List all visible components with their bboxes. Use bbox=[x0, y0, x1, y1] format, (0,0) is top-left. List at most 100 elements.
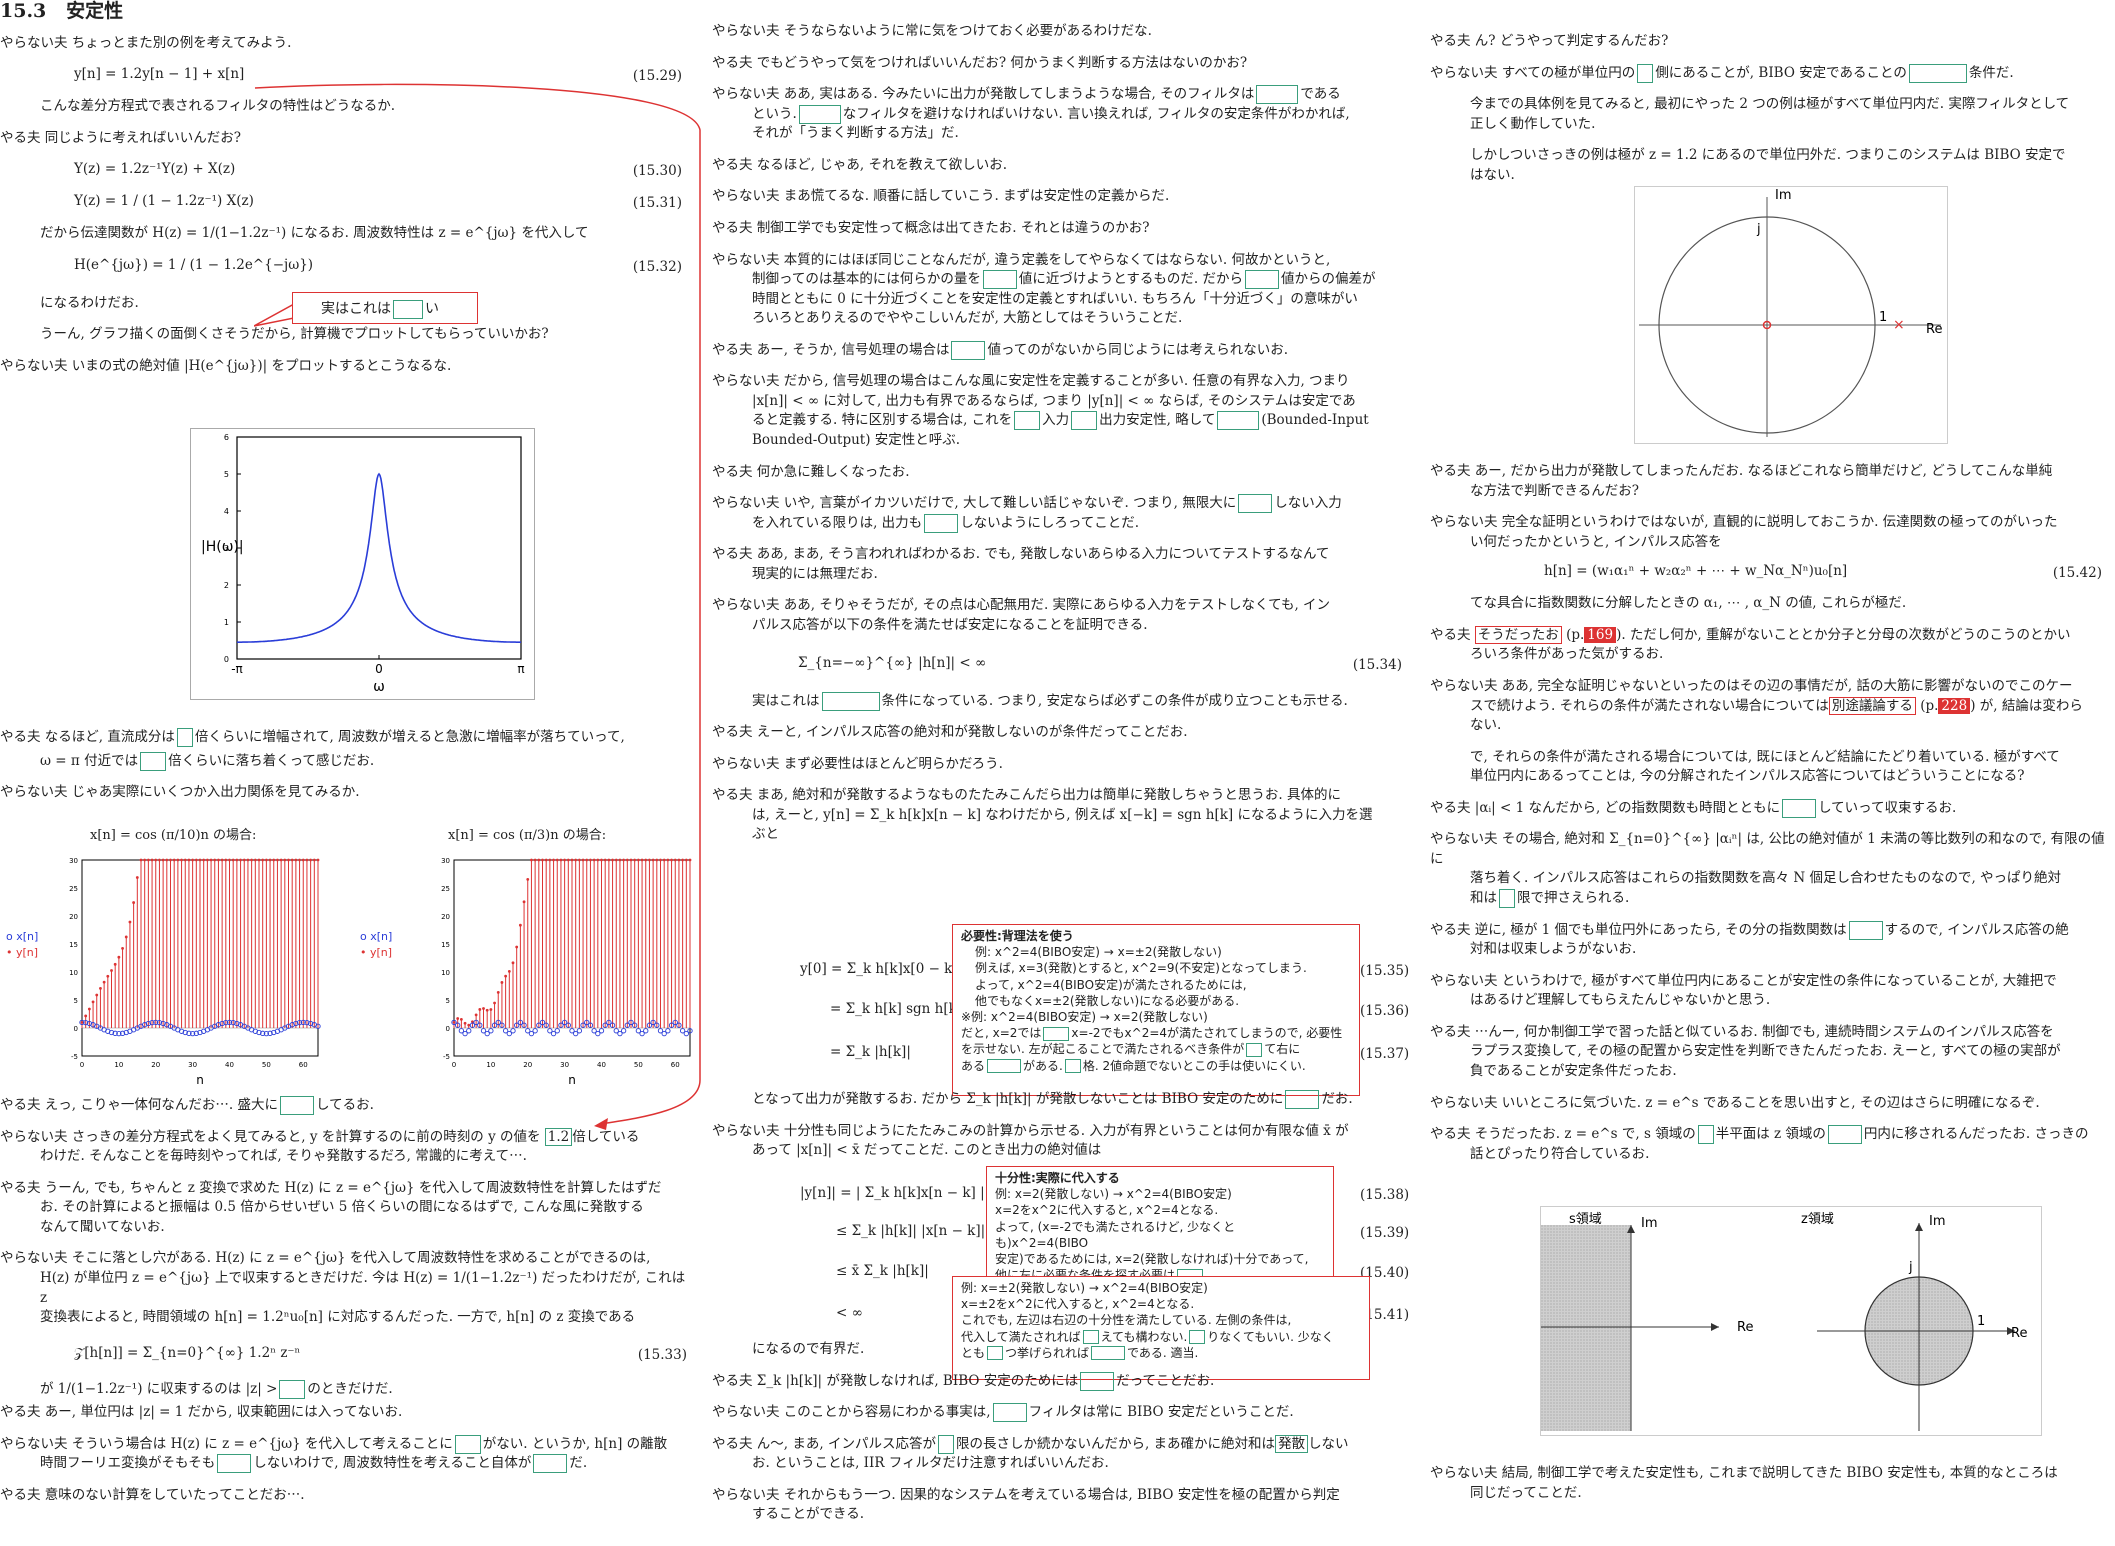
callout-note: 実はこれはい bbox=[254, 292, 478, 327]
dialog-line: やる夫 同じように考えればいいんだお? bbox=[0, 129, 242, 146]
dialog-line: ない. bbox=[1470, 717, 1502, 734]
im-label: Im bbox=[1775, 188, 1792, 203]
equation-15-40: ≤ x̄ Σ_k |h[k]| bbox=[836, 1263, 929, 1279]
blank-box bbox=[937, 1434, 954, 1454]
s-im-label: Im bbox=[1641, 1216, 1658, 1231]
y-point bbox=[611, 858, 614, 862]
y-tick-label: 5 bbox=[446, 997, 450, 1005]
z-one-label: 1 bbox=[1977, 1314, 1985, 1329]
x-tick-label: 40 bbox=[597, 1061, 606, 1069]
dialog-line: やらない夫 いや, 言葉がイカツいだけで, 大して難しい話じゃないぞ. つまり,… bbox=[712, 494, 1342, 514]
y-point bbox=[176, 858, 180, 862]
y-point bbox=[662, 858, 666, 862]
x-axis-label: ω bbox=[373, 679, 385, 695]
column-1: 15.3 安定性 やらない夫 ちょっとまた別の例を考えてみよう. y[n] = … bbox=[0, 0, 690, 388]
dialog-line: やらない夫 いいところに気づいた. z = e^s であることを思い出すと, そ… bbox=[1430, 1094, 2040, 1111]
legend-x: o x[n] bbox=[6, 930, 38, 943]
dialog-line: |x[n]| < ∞ に対して, 出力も有界であるならば, つまり |y[n]|… bbox=[752, 392, 1356, 409]
y-point bbox=[666, 858, 670, 862]
highlight-divergence: 発散 bbox=[1275, 1434, 1309, 1453]
x-tick-label: 20 bbox=[523, 1061, 532, 1069]
dialog-line: 変換表によると, 時間領域の h[n] = 1.2ⁿu₀[n] に対応するんだっ… bbox=[40, 1309, 636, 1326]
blank-box bbox=[1071, 411, 1098, 431]
y-tick-label: 25 bbox=[441, 885, 450, 893]
y-point bbox=[504, 974, 508, 978]
y-point bbox=[596, 858, 600, 862]
x-point bbox=[156, 1020, 163, 1026]
y-point bbox=[607, 858, 611, 862]
y-point bbox=[659, 858, 662, 862]
y-point bbox=[577, 858, 581, 862]
column-1-bottom: やる夫 えっ, こりゃ一体何なんだお⋯. 盛大に してるお. やらない夫 さっきの… bbox=[0, 1096, 695, 1517]
plot-frame bbox=[236, 436, 522, 660]
y-tick-label: 0 bbox=[446, 1025, 450, 1033]
z-domain-title: z領域 bbox=[1801, 1211, 1834, 1227]
y-tick-label: 0 bbox=[74, 1025, 78, 1033]
equation-15-34: Σ_{n=−∞}^{∞} |h[n]| < ∞ (15.34) bbox=[798, 654, 1402, 673]
y-point bbox=[158, 858, 161, 862]
x-axis-label: n bbox=[196, 1073, 204, 1087]
y-point bbox=[633, 858, 637, 862]
blank-box bbox=[982, 270, 1017, 290]
page-ref-169[interactable]: 169 bbox=[1584, 626, 1617, 643]
dialog-line: あって |x[n]| < x̄ だってことだ. このとき出力の絶対値は bbox=[752, 1142, 1102, 1159]
y-point bbox=[655, 858, 659, 862]
dialog-line: やる夫 えっ, こりゃ一体何なんだお⋯. 盛大に してるお. bbox=[0, 1096, 374, 1115]
dialog-line: で, それらの条件が満たされる場合については, 既にほとんど結論にたどり着いてい… bbox=[1470, 748, 2060, 765]
legend-x: o x[n] bbox=[360, 930, 392, 943]
y-point bbox=[128, 920, 132, 924]
blank-box bbox=[1697, 1125, 1714, 1145]
dialog-line: やる夫 なるほど, じゃあ, それを教えて欲しいお. bbox=[712, 156, 1008, 173]
dialog-line: はあるけど理解してもらえたんじゃないかと思う. bbox=[1470, 992, 1771, 1009]
y-point bbox=[555, 858, 559, 862]
y-point bbox=[250, 858, 254, 862]
dialog-line: 正しく動作していた. bbox=[1470, 115, 1596, 132]
blank-box bbox=[821, 691, 880, 711]
y-point bbox=[522, 900, 526, 904]
y-point bbox=[636, 858, 640, 862]
dialog-line: ラプラス変換して, その極の配置から安定性を判断できたんだったお. えーと, す… bbox=[1470, 1043, 2061, 1060]
y-point bbox=[220, 858, 224, 862]
dialog-line: やる夫 何か急に難しくなったお. bbox=[712, 463, 910, 480]
dialog-line: やらない夫 ちょっとまた別の例を考えてみよう. bbox=[0, 34, 292, 51]
caption-right: x[n] = cos (π/3)n の場合: bbox=[448, 828, 607, 843]
y-point bbox=[146, 858, 150, 862]
z-plane-figure: × Im Re j 1 bbox=[1634, 186, 1948, 444]
y-point bbox=[515, 945, 519, 949]
y-tick-label: 0 bbox=[224, 655, 229, 664]
x-tick-label: 60 bbox=[671, 1061, 680, 1069]
y-point bbox=[537, 858, 541, 862]
dialog-line: 対和は収束しようがないお. bbox=[1470, 941, 1637, 958]
y-point bbox=[161, 858, 165, 862]
y-point bbox=[688, 858, 692, 862]
dialog-line: やらない夫 十分性も同じようにたたみこみの計算から示せる. 入力が有界ということ… bbox=[712, 1122, 1349, 1139]
equation-number: (15.41) bbox=[1360, 1307, 1410, 1323]
dialog-line: 単位円内にあるってことは, 今の分解されたインパルス応答についてはどういうことに… bbox=[1470, 768, 2025, 785]
blank-box bbox=[1782, 798, 1817, 818]
y-point bbox=[80, 1021, 84, 1024]
y-point bbox=[585, 858, 589, 862]
y-point bbox=[191, 858, 195, 862]
x-point bbox=[149, 1020, 155, 1026]
x-point bbox=[598, 1028, 605, 1034]
y-point bbox=[574, 858, 578, 862]
x-point bbox=[554, 1028, 560, 1034]
dialog-line: お. ということは, IIR フィルタだけ注意すればいいんだお. bbox=[752, 1455, 1109, 1472]
dialog-line: やらない夫 その場合, 絶対和 Σ_{n=0}^{∞} |αᵢⁿ| は, 公比の… bbox=[1430, 831, 2105, 867]
y-point bbox=[117, 955, 121, 959]
page-ref-228[interactable]: 228 bbox=[1938, 697, 1971, 714]
y-axis-label: |H(ω)| bbox=[201, 539, 244, 555]
x-point bbox=[79, 1019, 85, 1026]
column-2: やらない夫 そうならないように常に気をつけておく必要があるわけだな. やる夫 で… bbox=[712, 22, 1410, 845]
dialog-line: やる夫 そうだったお. z = e^s で, s 領域の 半平面は z 領域の 円内… bbox=[1430, 1125, 2089, 1145]
y-tick-label: 4 bbox=[224, 507, 229, 516]
x-tick-label: 0 bbox=[375, 662, 383, 676]
y-point bbox=[309, 858, 313, 862]
equation-15-41: < ∞ bbox=[836, 1305, 863, 1321]
highlight-soudattao: そうだったお bbox=[1474, 625, 1562, 644]
dialog-line: ぶと bbox=[752, 826, 779, 843]
dialog-line: することができる. bbox=[752, 1506, 865, 1523]
left-half-plane bbox=[1541, 1225, 1631, 1431]
zero-marker bbox=[1762, 320, 1772, 330]
y-point bbox=[283, 858, 287, 862]
